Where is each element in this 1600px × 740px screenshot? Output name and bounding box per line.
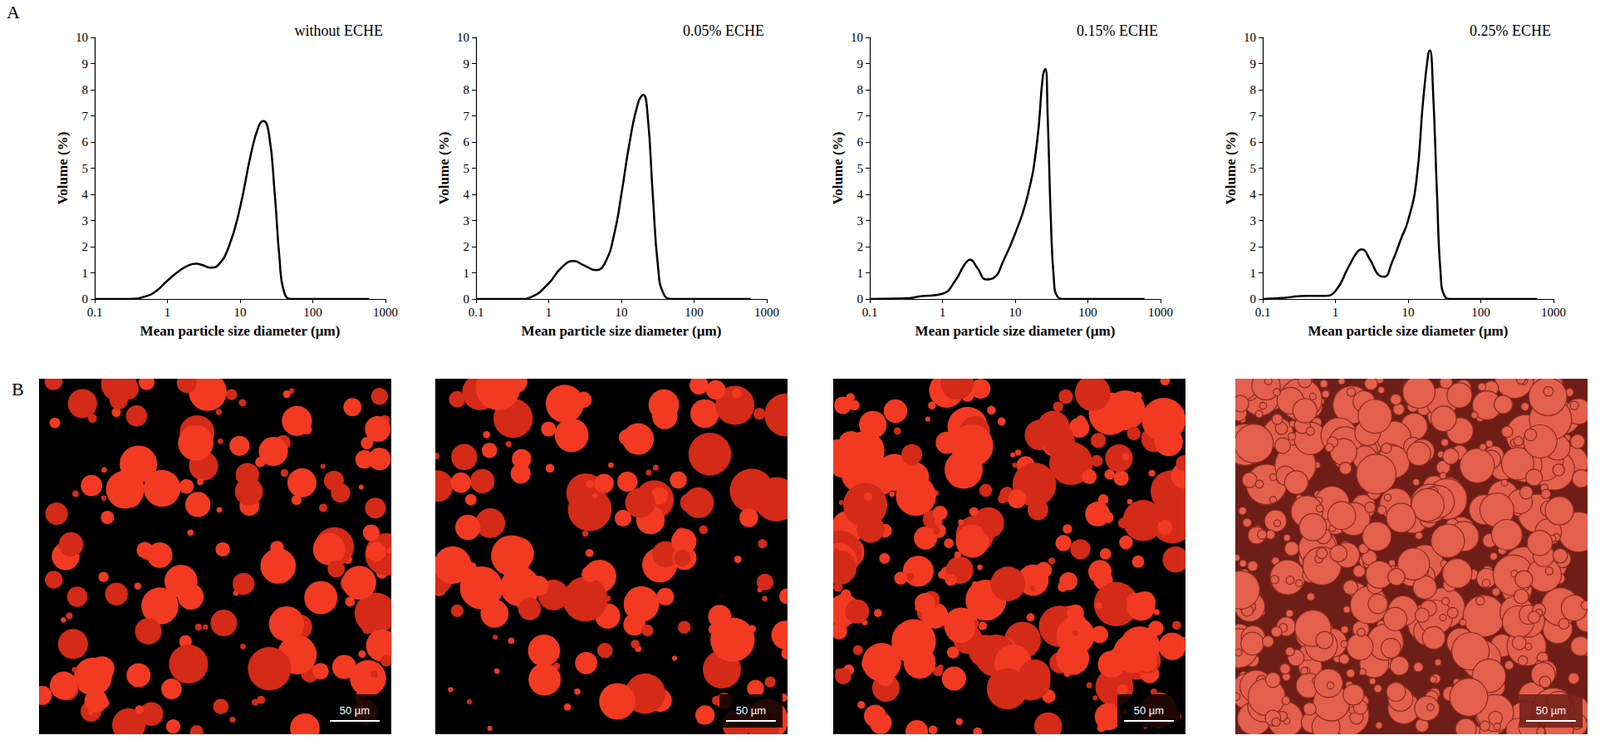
- svg-text:4: 4: [82, 187, 89, 202]
- svg-text:1: 1: [164, 305, 172, 320]
- svg-text:1: 1: [463, 266, 471, 280]
- svg-text:Mean particle size diameter (µ: Mean particle size diameter (µm): [140, 323, 341, 339]
- svg-text:9: 9: [1250, 57, 1257, 71]
- svg-text:9: 9: [82, 57, 89, 71]
- svg-text:4: 4: [857, 187, 864, 202]
- svg-text:10: 10: [1243, 30, 1257, 45]
- svg-text:4: 4: [463, 187, 471, 202]
- svg-text:100: 100: [1078, 305, 1098, 320]
- svg-text:9: 9: [857, 57, 864, 71]
- svg-text:8: 8: [463, 83, 471, 97]
- svg-text:2: 2: [1250, 240, 1257, 254]
- html-text:A: A: [6, 1, 20, 23]
- svg-text:6: 6: [463, 135, 471, 149]
- svg-text:0.1: 0.1: [468, 305, 485, 320]
- svg-text:1: 1: [82, 266, 89, 280]
- svg-text:0.1: 0.1: [87, 305, 104, 320]
- svg-text:3: 3: [82, 214, 89, 228]
- svg-text:Mean particle size diameter (µ: Mean particle size diameter (µm): [915, 323, 1116, 339]
- html-text:B: B: [11, 378, 24, 400]
- svg-text:7: 7: [1250, 109, 1257, 123]
- svg-text:9: 9: [463, 57, 471, 71]
- svg-text:0.15% ECHE: 0.15% ECHE: [1076, 22, 1159, 40]
- svg-text:1: 1: [1332, 305, 1340, 320]
- svg-text:Volume (%): Volume (%): [829, 132, 846, 206]
- svg-text:3: 3: [463, 214, 471, 228]
- svg-text:8: 8: [857, 83, 864, 97]
- svg-text:1: 1: [1250, 266, 1257, 280]
- svg-text:6: 6: [857, 135, 864, 149]
- svg-text:50 µm: 50 µm: [339, 704, 370, 717]
- svg-text:2: 2: [463, 240, 471, 254]
- svg-text:1000: 1000: [1541, 305, 1566, 320]
- svg-text:4: 4: [1250, 187, 1257, 202]
- svg-text:1: 1: [939, 305, 947, 320]
- svg-text:10: 10: [615, 305, 629, 320]
- svg-text:0: 0: [82, 292, 89, 306]
- svg-text:6: 6: [1250, 135, 1257, 149]
- svg-text:2: 2: [82, 240, 89, 254]
- svg-text:1000: 1000: [373, 305, 398, 320]
- svg-text:100: 100: [1471, 305, 1491, 320]
- svg-text:10: 10: [1009, 305, 1022, 320]
- svg-text:7: 7: [82, 109, 89, 123]
- svg-text:0: 0: [463, 292, 471, 306]
- svg-text:50 µm: 50 µm: [1133, 704, 1164, 717]
- svg-text:10: 10: [1402, 305, 1415, 320]
- svg-text:8: 8: [1250, 83, 1257, 97]
- svg-text:10: 10: [75, 30, 89, 45]
- svg-text:5: 5: [82, 161, 89, 176]
- svg-text:2: 2: [857, 240, 864, 254]
- svg-text:5: 5: [463, 161, 471, 176]
- svg-text:10: 10: [234, 305, 247, 320]
- svg-text:Volume (%): Volume (%): [54, 132, 71, 206]
- svg-text:Volume (%): Volume (%): [1222, 132, 1239, 206]
- svg-text:7: 7: [857, 109, 864, 123]
- svg-text:5: 5: [857, 161, 864, 176]
- svg-text:0: 0: [1250, 292, 1257, 306]
- svg-text:3: 3: [857, 214, 864, 228]
- svg-text:Mean particle size diameter (µ: Mean particle size diameter (µm): [1308, 323, 1509, 339]
- svg-text:1: 1: [857, 266, 864, 280]
- svg-text:Mean particle size diameter (µ: Mean particle size diameter (µm): [521, 323, 722, 339]
- svg-text:10: 10: [456, 30, 470, 45]
- svg-text:1000: 1000: [1148, 305, 1174, 320]
- svg-text:5: 5: [1250, 161, 1257, 176]
- svg-text:Volume (%): Volume (%): [436, 132, 452, 206]
- svg-text:50 µm: 50 µm: [736, 704, 766, 717]
- svg-text:3: 3: [1250, 214, 1257, 228]
- svg-text:0.05% ECHE: 0.05% ECHE: [682, 22, 765, 40]
- svg-text:without ECHE: without ECHE: [294, 22, 384, 40]
- svg-text:1000: 1000: [754, 305, 780, 320]
- svg-text:0.1: 0.1: [862, 305, 879, 320]
- svg-text:10: 10: [850, 30, 864, 45]
- svg-text:1: 1: [545, 305, 553, 320]
- svg-text:50 µm: 50 µm: [1536, 704, 1566, 717]
- svg-text:0.1: 0.1: [1255, 305, 1272, 320]
- svg-text:0.25% ECHE: 0.25% ECHE: [1469, 22, 1551, 40]
- svg-text:100: 100: [303, 305, 323, 320]
- svg-text:6: 6: [82, 135, 89, 149]
- svg-text:7: 7: [463, 109, 471, 123]
- svg-text:100: 100: [684, 305, 704, 320]
- svg-text:0: 0: [857, 292, 864, 306]
- svg-text:8: 8: [82, 83, 89, 97]
